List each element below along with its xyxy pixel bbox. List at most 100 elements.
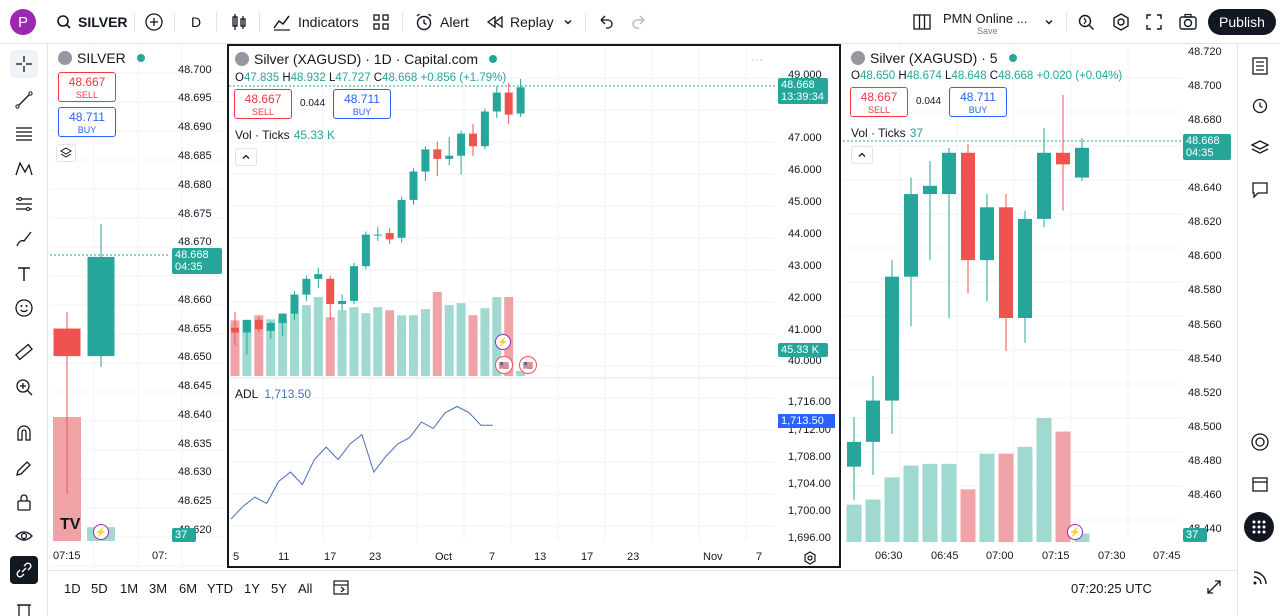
candles-icon xyxy=(232,14,246,30)
event-badge-icon[interactable]: ⚡ xyxy=(93,524,109,540)
rewind-icon xyxy=(486,15,503,29)
symbol-search-button[interactable]: SILVER xyxy=(56,8,128,36)
alert-button[interactable]: Alert xyxy=(414,8,469,36)
range-button-5y[interactable]: 5Y xyxy=(271,581,287,596)
buy-button[interactable]: 48.711 BUY xyxy=(58,107,116,137)
interval-button[interactable]: D xyxy=(191,14,202,30)
snapshot-button[interactable] xyxy=(1178,8,1198,36)
layers-toggle[interactable] xyxy=(56,144,76,162)
range-button-1d[interactable]: 1D xyxy=(64,581,81,596)
replay-button[interactable]: Replay xyxy=(486,8,554,36)
y-axis-tick: 48.460 xyxy=(1188,489,1222,501)
add-symbol-button[interactable] xyxy=(144,8,164,36)
volume-bar xyxy=(278,318,288,376)
expand-button[interactable] xyxy=(1206,579,1222,600)
trash-icon xyxy=(17,604,31,616)
hide-drawings-tool[interactable] xyxy=(10,522,38,550)
brush-tool[interactable] xyxy=(10,225,38,253)
range-button-6m[interactable]: 6M xyxy=(179,581,198,596)
trend-line-tool[interactable] xyxy=(10,86,38,114)
sell-button[interactable]: 48.667 SELL xyxy=(58,72,116,102)
zoom-tool[interactable] xyxy=(10,373,38,401)
layout-name[interactable]: PMN Online ... Save xyxy=(943,11,1028,36)
trend-line-icon xyxy=(15,91,33,109)
volume-bar xyxy=(409,315,418,376)
fib-tool[interactable] xyxy=(10,120,38,148)
layout-dropdown[interactable] xyxy=(1043,8,1055,36)
emoji-tool[interactable] xyxy=(10,294,38,322)
sell-button[interactable]: 48.667 SELL xyxy=(234,89,292,119)
calendar-button[interactable] xyxy=(1246,470,1274,498)
chat-icon xyxy=(1252,182,1268,199)
expand-icon xyxy=(1207,580,1221,594)
crosshair-tool[interactable] xyxy=(10,50,38,78)
event-badge-icon[interactable]: ⚡ xyxy=(1067,524,1083,540)
candle-body xyxy=(516,87,525,114)
settings-button[interactable] xyxy=(1111,8,1131,36)
templates-button[interactable] xyxy=(372,8,390,36)
candle-body xyxy=(266,323,275,331)
lock-drawings-tool[interactable] xyxy=(10,488,38,516)
y-axis-tick: 43.000 xyxy=(788,260,822,272)
quick-search-button[interactable] xyxy=(1076,8,1096,36)
collapse-indicators-button[interactable] xyxy=(851,146,873,164)
alerts-button[interactable] xyxy=(1246,91,1274,119)
range-button-ytd[interactable]: YTD xyxy=(207,581,233,596)
go-to-date-button[interactable] xyxy=(332,578,350,601)
volume-bar xyxy=(313,297,323,376)
indicators-button[interactable]: Indicators xyxy=(272,8,359,36)
range-button-1y[interactable]: 1Y xyxy=(244,581,260,596)
right-legend: Silver (XAGUSD) · 5 xyxy=(851,50,1017,66)
range-button-3m[interactable]: 3M xyxy=(149,581,168,596)
us-flag-event-icon[interactable]: 🇺🇸 xyxy=(495,356,513,374)
watchlist-button[interactable] xyxy=(1246,52,1274,80)
range-button-5d[interactable]: 5D xyxy=(91,581,108,596)
market-open-icon xyxy=(1008,54,1017,62)
user-avatar[interactable]: P xyxy=(10,9,36,35)
left-x-tick-0: 07:15 xyxy=(53,550,81,562)
hotlists-button[interactable] xyxy=(1246,428,1274,456)
buy-button[interactable]: 48.711 BUY xyxy=(333,89,391,119)
event-badge-icon[interactable]: ⚡ xyxy=(495,334,511,350)
magnet-tool[interactable] xyxy=(10,419,38,447)
layout-select-button[interactable] xyxy=(912,8,932,36)
chart-settings-button[interactable] xyxy=(803,551,817,566)
remove-drawings-tool[interactable] xyxy=(10,596,38,616)
redo-button[interactable] xyxy=(630,8,648,36)
more-options-icon[interactable]: ··· xyxy=(751,52,763,66)
chats-button[interactable] xyxy=(1246,176,1274,204)
x-axis-tick: 17 xyxy=(581,551,594,563)
fullscreen-button[interactable] xyxy=(1145,8,1163,36)
pattern-tool[interactable] xyxy=(10,155,38,183)
buy-button[interactable]: 48.711 BUY xyxy=(949,87,1007,117)
candle-body xyxy=(885,276,899,401)
publish-button[interactable]: Publish xyxy=(1208,9,1276,35)
drawing-mode-tool[interactable] xyxy=(10,454,38,482)
chart-pane-left[interactable]: SILVER 48.667 SELL 48.711 BUY TV ⚡ 48.70… xyxy=(50,44,226,570)
chart-pane-center[interactable]: Silver (XAGUSD) · 1D · Capital.com ··· O… xyxy=(227,44,841,568)
y-axis-tick: 1,700.00 xyxy=(788,505,831,517)
replay-dropdown[interactable] xyxy=(562,8,574,36)
sync-drawings-tool[interactable] xyxy=(10,556,38,584)
volume-bar xyxy=(998,453,1014,542)
streams-button[interactable] xyxy=(1246,564,1274,592)
range-button-1m[interactable]: 1M xyxy=(120,581,139,596)
volume-bar xyxy=(373,307,383,376)
range-button-all[interactable]: All xyxy=(298,581,313,596)
collapse-indicators-button[interactable] xyxy=(235,148,257,166)
text-tool[interactable] xyxy=(10,260,38,288)
volume-bar xyxy=(420,309,430,376)
products-button[interactable] xyxy=(1244,512,1274,542)
undo-button[interactable] xyxy=(597,8,615,36)
utc-clock[interactable]: 07:20:25 UTC xyxy=(1071,581,1152,596)
prediction-tool[interactable] xyxy=(10,190,38,218)
volume-bar xyxy=(903,465,919,542)
object-tree-button[interactable] xyxy=(1246,134,1274,162)
center-volume-tag: 45.33 K xyxy=(778,343,828,357)
us-flag-event-icon[interactable]: 🇺🇸 xyxy=(519,356,537,374)
sell-button[interactable]: 48.667 SELL xyxy=(850,87,908,117)
chart-pane-right[interactable]: Silver (XAGUSD) · 5 O48.650 H48.674 L48.… xyxy=(843,44,1236,570)
measure-tool[interactable] xyxy=(10,338,38,366)
chart-type-button[interactable] xyxy=(229,8,249,36)
alarm-clock-icon xyxy=(416,13,432,31)
